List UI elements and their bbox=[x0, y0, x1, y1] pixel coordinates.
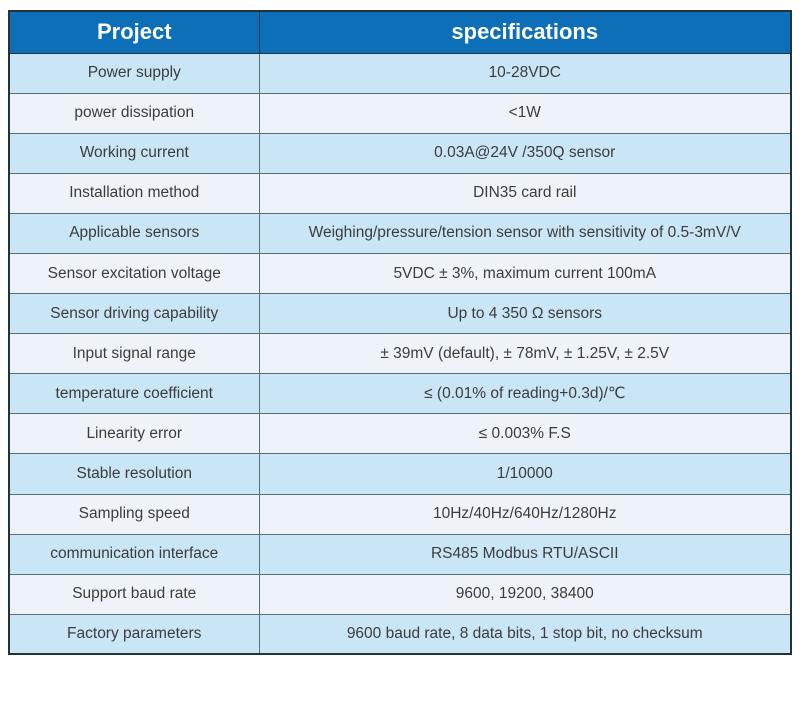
header-row: Project specifications bbox=[8, 10, 792, 54]
value-cell: ± 39mV (default), ± 78mV, ± 1.25V, ± 2.5… bbox=[258, 333, 792, 375]
value-cell: DIN35 card rail bbox=[258, 172, 792, 214]
table-row: power dissipation <1W bbox=[8, 92, 792, 134]
value-cell: 5VDC ± 3%, maximum current 100mA bbox=[258, 252, 792, 295]
column-header-specifications: specifications bbox=[258, 10, 792, 54]
parameter-cell: Installation method bbox=[8, 172, 260, 214]
parameter-cell: Factory parameters bbox=[8, 613, 260, 655]
table-row: Factory parameters 9600 baud rate, 8 dat… bbox=[8, 613, 792, 655]
value-cell: ≤ (0.01% of reading+0.3d)/℃ bbox=[258, 373, 792, 415]
value-cell: 10-28VDC bbox=[258, 52, 792, 94]
parameter-cell: Stable resolution bbox=[8, 453, 260, 495]
table-row: communication interface RS485 Modbus RTU… bbox=[8, 533, 792, 575]
parameter-cell: Linearity error bbox=[8, 413, 260, 455]
table-row: Input signal range ± 39mV (default), ± 7… bbox=[8, 333, 792, 375]
parameter-cell: Sensor excitation voltage bbox=[8, 252, 260, 295]
table-row: Stable resolution 1/10000 bbox=[8, 453, 792, 495]
table-row: Sensor excitation voltage 5VDC ± 3%, max… bbox=[8, 252, 792, 295]
parameter-cell: Input signal range bbox=[8, 333, 260, 375]
table-row: Working current 0.03A@24V /350Q sensor bbox=[8, 132, 792, 174]
table-row: Sensor driving capability Up to 4 350 Ω … bbox=[8, 293, 792, 335]
value-cell: 0.03A@24V /350Q sensor bbox=[258, 132, 792, 174]
table-row: Installation method DIN35 card rail bbox=[8, 172, 792, 214]
table-row: Applicable sensors Weighing/pressure/ten… bbox=[8, 212, 792, 254]
table-row: Support baud rate 9600, 19200, 38400 bbox=[8, 573, 792, 615]
table-row: Sampling speed 10Hz/40Hz/640Hz/1280Hz bbox=[8, 493, 792, 535]
value-cell: Up to 4 350 Ω sensors bbox=[258, 293, 792, 335]
parameter-cell: Power supply bbox=[8, 52, 260, 94]
value-cell: <1W bbox=[258, 92, 792, 134]
table-row: Power supply 10-28VDC bbox=[8, 52, 792, 94]
parameter-cell: Applicable sensors bbox=[8, 212, 260, 254]
parameter-cell: power dissipation bbox=[8, 92, 260, 134]
value-cell: 1/10000 bbox=[258, 453, 792, 495]
value-cell: Weighing/pressure/tension sensor with se… bbox=[258, 212, 792, 254]
specifications-table: Project specifications Power supply 10-2… bbox=[8, 10, 792, 656]
spec-table-body: Power supply 10-28VDC power dissipation … bbox=[8, 52, 792, 655]
value-cell: 10Hz/40Hz/640Hz/1280Hz bbox=[258, 493, 792, 535]
value-cell: ≤ 0.003% F.S bbox=[258, 413, 792, 455]
parameter-cell: Sampling speed bbox=[8, 493, 260, 535]
table-header: Project specifications bbox=[8, 10, 792, 54]
parameter-cell: temperature coefficient bbox=[8, 373, 260, 415]
parameter-cell: Support baud rate bbox=[8, 573, 260, 615]
value-cell: 9600 baud rate, 8 data bits, 1 stop bit,… bbox=[258, 613, 792, 655]
column-header-project: Project bbox=[8, 10, 260, 54]
table-row: Linearity error ≤ 0.003% F.S bbox=[8, 413, 792, 455]
value-cell: 9600, 19200, 38400 bbox=[258, 573, 792, 615]
parameter-cell: Sensor driving capability bbox=[8, 293, 260, 335]
parameter-cell: Working current bbox=[8, 132, 260, 174]
table-row: temperature coefficient ≤ (0.01% of read… bbox=[8, 373, 792, 415]
value-cell: RS485 Modbus RTU/ASCII bbox=[258, 533, 792, 575]
parameter-cell: communication interface bbox=[8, 533, 260, 575]
